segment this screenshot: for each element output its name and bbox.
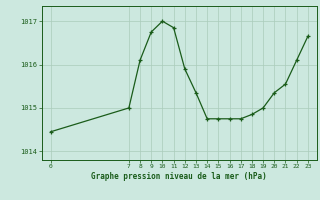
X-axis label: Graphe pression niveau de la mer (hPa): Graphe pression niveau de la mer (hPa) bbox=[91, 172, 267, 181]
